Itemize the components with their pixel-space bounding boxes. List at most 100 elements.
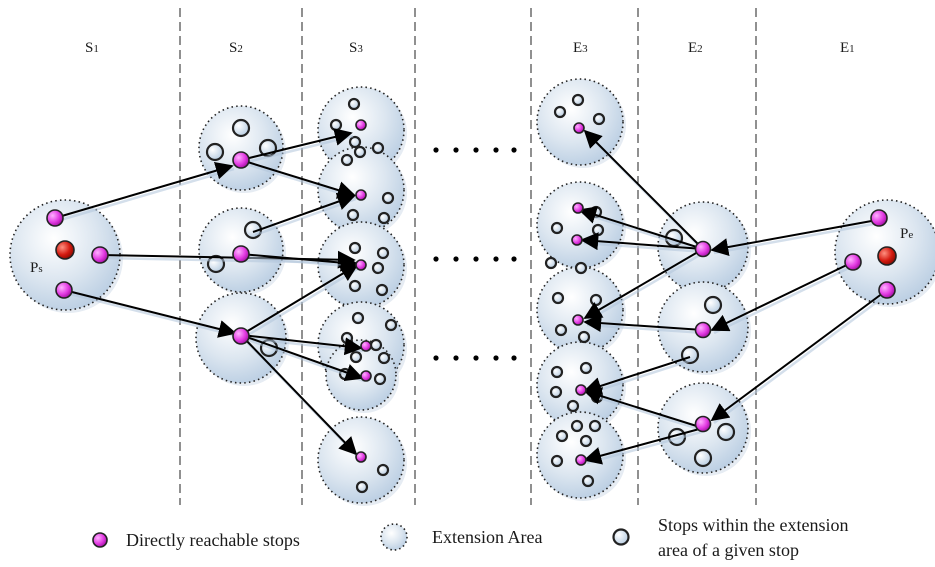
other-stop xyxy=(549,385,563,399)
legend-direct-stop-icon xyxy=(92,532,108,548)
other-stop xyxy=(555,429,569,443)
direct-stop xyxy=(870,209,888,227)
other-stop xyxy=(377,351,391,365)
other-stop xyxy=(371,261,385,275)
other-stop xyxy=(329,118,343,132)
arrow xyxy=(583,387,704,429)
direct-stop xyxy=(360,340,372,352)
legend-extension-label: Extension Area xyxy=(432,527,542,547)
direct-stop xyxy=(572,202,584,214)
arrow xyxy=(583,248,704,319)
legend: Directly reachable stops Extension Area … xyxy=(92,515,849,560)
other-stop xyxy=(574,261,588,275)
direct-stop xyxy=(355,119,367,131)
other-stop xyxy=(349,350,363,364)
legend-within-line2: area of a given stop xyxy=(658,540,799,560)
arrow-shadow xyxy=(581,211,706,254)
direct-stops xyxy=(46,119,896,466)
arrow-shadow xyxy=(65,291,238,338)
end-point-marker xyxy=(877,246,897,266)
other-stop xyxy=(579,361,593,375)
other-stop xyxy=(703,295,723,315)
arrow xyxy=(240,264,359,336)
arrows xyxy=(54,128,890,465)
other-stop xyxy=(581,474,595,488)
direct-stop xyxy=(572,314,584,326)
arrow-shadow xyxy=(586,429,706,465)
legend-within-line1: Stops within the extension xyxy=(658,515,849,535)
other-stop xyxy=(384,318,398,332)
direct-stop xyxy=(232,245,250,263)
arrow-shadow xyxy=(713,221,880,255)
arrow-shadow xyxy=(56,167,235,223)
other-stop xyxy=(347,97,361,111)
direct-stop xyxy=(694,415,712,433)
arrow xyxy=(240,334,358,456)
arrow xyxy=(240,128,353,161)
direct-stop xyxy=(573,122,585,134)
arrow-shadow xyxy=(242,336,364,353)
other-stop xyxy=(377,211,391,225)
column-label-s2: S2 xyxy=(229,40,243,56)
other-stop xyxy=(353,145,367,159)
other-stop xyxy=(231,118,251,138)
other-stop xyxy=(381,191,395,205)
arrow xyxy=(710,289,888,422)
other-stops xyxy=(205,93,736,494)
arrow-shadow xyxy=(713,263,856,335)
other-stop xyxy=(592,112,606,126)
other-stop xyxy=(579,434,593,448)
column-label-e2: E2 xyxy=(688,40,703,56)
direct-stop xyxy=(355,451,367,463)
arrow xyxy=(710,261,854,332)
arrow-shadow xyxy=(583,241,706,254)
extension-area xyxy=(536,78,624,166)
direct-stop xyxy=(878,281,896,299)
other-stop xyxy=(550,221,564,235)
other-stop xyxy=(570,419,584,433)
other-stop xyxy=(550,454,564,468)
arrow xyxy=(240,159,356,199)
direct-stop xyxy=(46,209,64,227)
other-stop xyxy=(375,283,389,297)
start-point-label: Ps xyxy=(30,260,43,276)
other-stop xyxy=(551,291,565,305)
other-stop xyxy=(205,142,225,162)
arrow xyxy=(54,161,234,219)
other-stop xyxy=(340,331,354,345)
legend-other-stop-icon xyxy=(612,528,630,546)
other-stop xyxy=(588,419,602,433)
other-stop xyxy=(571,93,585,107)
other-stop xyxy=(589,293,603,307)
extension-area xyxy=(536,181,624,269)
column-label-s1: S1 xyxy=(85,40,99,56)
arrow xyxy=(240,334,363,356)
direct-stop xyxy=(844,253,862,271)
arrow xyxy=(583,314,704,333)
arrow-shadow xyxy=(586,392,706,433)
direct-stop xyxy=(571,234,583,246)
legend-extension-area-icon xyxy=(380,523,408,551)
direct-stop xyxy=(360,370,372,382)
arrow-shadow xyxy=(586,358,693,396)
end-point-label: Pe xyxy=(900,226,913,242)
other-stop xyxy=(376,246,390,260)
other-stop xyxy=(351,311,365,325)
other-stop xyxy=(577,330,591,344)
other-stop xyxy=(544,256,558,270)
column-label-s3: S3 xyxy=(349,40,363,56)
other-stop xyxy=(371,141,385,155)
other-stop xyxy=(348,279,362,293)
arrow-shadow xyxy=(586,323,706,335)
arrow xyxy=(252,192,356,233)
direct-stop xyxy=(575,454,587,466)
other-stop xyxy=(566,399,580,413)
direct-stop xyxy=(355,189,367,201)
ellipsis-dots xyxy=(433,147,517,361)
other-stop xyxy=(206,254,226,274)
column-separators xyxy=(179,8,757,505)
arrow-shadow xyxy=(713,291,890,425)
other-stop xyxy=(550,365,564,379)
other-stop xyxy=(376,463,390,477)
